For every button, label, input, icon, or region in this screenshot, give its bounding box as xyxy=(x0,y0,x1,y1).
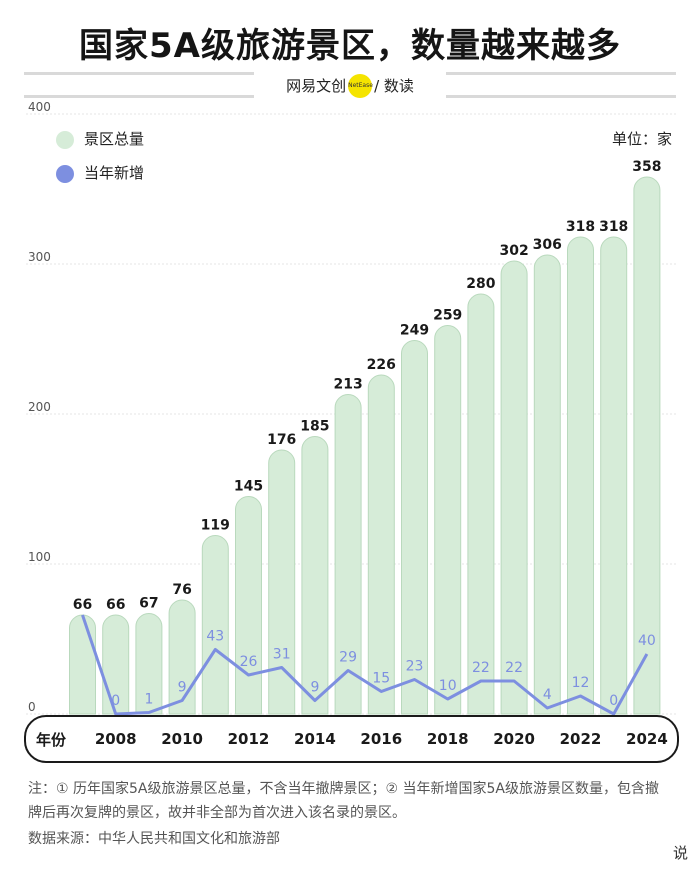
line-value-label: 43 xyxy=(206,629,224,645)
bar-value-label: 76 xyxy=(172,582,191,598)
x-axis-name: 年份 xyxy=(36,731,67,749)
y-tick-label: 400 xyxy=(28,100,51,114)
unit-label: 单位：家 xyxy=(611,130,672,148)
bar-value-label: 226 xyxy=(367,357,396,373)
legend-label-new: 当年新增 xyxy=(84,164,145,182)
bar xyxy=(235,496,262,715)
brand-rule-right xyxy=(446,72,676,98)
y-tick-label: 100 xyxy=(28,550,51,564)
bar-value-label: 249 xyxy=(400,323,429,339)
line-value-label: 10 xyxy=(439,678,457,694)
new-count-line xyxy=(81,614,649,716)
data-source: 数据来源：中华人民共和国文化和旅游部 xyxy=(28,831,280,847)
x-tick-label: 2012 xyxy=(227,730,270,748)
bar xyxy=(567,236,594,715)
line-value-label: 0 xyxy=(609,693,618,709)
bar xyxy=(168,599,196,715)
bar xyxy=(201,535,229,715)
page-title: 国家5A级旅游景区，数量越来越多 xyxy=(79,26,621,66)
line-value-label: 12 xyxy=(572,675,590,691)
watermark: 说 xyxy=(672,844,688,862)
bar-value-label: 145 xyxy=(234,479,263,495)
line-value-label: 9 xyxy=(310,680,319,696)
legend-swatch-total xyxy=(56,130,74,149)
y-tick-label: 300 xyxy=(28,250,51,264)
brand-line: 网易文创 NetEase/ 数读 xyxy=(0,74,700,98)
bar-value-label: 119 xyxy=(201,518,230,534)
line-value-label: 15 xyxy=(372,671,390,687)
bar-value-label: 67 xyxy=(139,596,158,612)
legend-item-total: 景区总量 xyxy=(56,128,144,149)
brand-rule-left xyxy=(24,72,254,98)
line-value-label: 29 xyxy=(339,650,357,666)
bar xyxy=(533,254,561,715)
line-value-label: 0 xyxy=(111,693,120,709)
bar xyxy=(500,260,528,715)
bar xyxy=(301,436,329,715)
line-value-label: 4 xyxy=(543,687,552,703)
bar xyxy=(600,236,628,715)
line-value-label: 40 xyxy=(638,633,656,649)
x-tick-label: 2014 xyxy=(294,730,336,748)
legend-label-total: 景区总量 xyxy=(84,130,145,148)
line-value-label: 22 xyxy=(505,660,523,676)
bar xyxy=(268,449,296,715)
x-tick-label: 2018 xyxy=(426,730,469,748)
bar-value-label: 358 xyxy=(632,159,661,175)
bar-value-label: 66 xyxy=(73,597,92,613)
bar xyxy=(401,340,428,715)
x-tick-label: 2022 xyxy=(559,730,602,748)
x-tick-label: 2016 xyxy=(360,730,403,748)
bar xyxy=(434,325,462,715)
line-value-label: 9 xyxy=(178,680,187,696)
bar-value-label: 66 xyxy=(106,597,125,613)
line-value-label: 26 xyxy=(240,654,258,670)
bar-value-label: 302 xyxy=(499,243,528,259)
brand-section: / 数读 xyxy=(374,76,414,95)
x-tick-label: 2010 xyxy=(161,730,203,748)
bar-value-label: 176 xyxy=(267,432,296,448)
legend-swatch-new xyxy=(56,164,74,183)
brand-name: 网易文创 xyxy=(286,76,347,95)
y-tick-label: 0 xyxy=(28,700,36,714)
bar-value-label: 280 xyxy=(466,276,495,292)
bar-value-label: 318 xyxy=(599,219,628,235)
netease-logo-icon: NetEase xyxy=(348,74,373,98)
bar-value-label: 318 xyxy=(566,219,595,235)
line-value-label: 31 xyxy=(273,647,291,663)
y-tick-label: 200 xyxy=(28,400,51,414)
bar xyxy=(467,293,495,715)
bar xyxy=(69,614,96,715)
line-value-label: 1 xyxy=(144,692,153,708)
bar-value-label: 185 xyxy=(300,419,329,435)
bar xyxy=(102,614,130,715)
bar-value-label: 259 xyxy=(433,308,462,324)
x-axis-bar xyxy=(24,715,679,763)
line-value-label: 23 xyxy=(406,659,424,675)
x-tick-label: 2024 xyxy=(626,730,668,748)
footnote: 注：① 历年国家5A级旅游景区总量，不含当年撤牌景区；② 当年新增国家5A级旅游… xyxy=(28,781,659,821)
line-value-label: 22 xyxy=(472,660,490,676)
bar-value-label: 213 xyxy=(333,377,362,393)
x-tick-label: 2008 xyxy=(94,730,137,748)
bar xyxy=(367,374,395,715)
bar xyxy=(633,176,661,715)
bar-value-label: 306 xyxy=(533,237,562,253)
x-tick-label: 2020 xyxy=(493,730,535,748)
legend-item-new: 当年新增 xyxy=(56,162,144,183)
bar xyxy=(135,613,163,715)
bar xyxy=(334,394,362,715)
